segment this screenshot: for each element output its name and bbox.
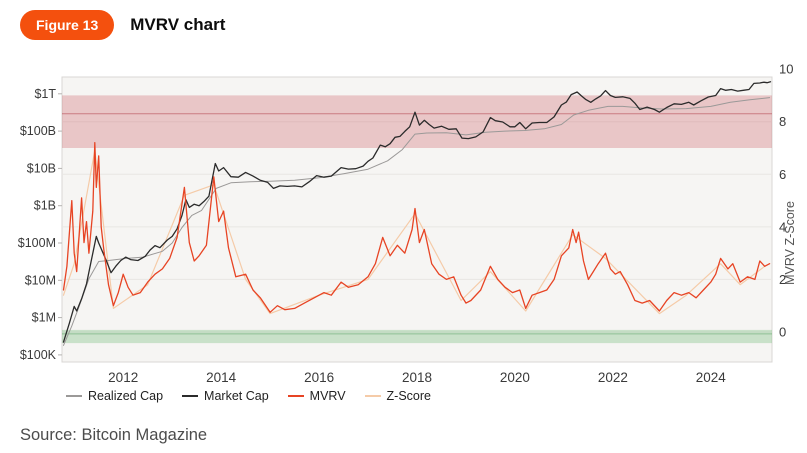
right-axis-tick-label: 6: [779, 167, 786, 182]
legend-label: Market Cap: [204, 389, 269, 403]
x-axis-tick-label: 2022: [598, 370, 628, 385]
left-axis-tick-label: $100M: [18, 236, 56, 250]
x-axis-tick-label: 2014: [206, 370, 237, 385]
right-axis-tick-label: 0: [779, 325, 786, 340]
right-axis-title: MVRV Z-Score: [783, 201, 797, 285]
legend-swatch: [287, 395, 304, 397]
figure-title: MVRV chart: [130, 15, 226, 34]
left-axis-tick-label: $100B: [20, 124, 56, 138]
left-axis-tick-label: $1B: [34, 199, 56, 213]
source-caption: Source: Bitcoin Magazine: [20, 426, 208, 444]
right-axis-tick-label: 4: [779, 219, 786, 234]
figure-header: Figure 13 MVRV chart: [20, 10, 225, 40]
left-axis-tick-label: $1M: [32, 311, 56, 325]
legend-label: MVRV: [309, 389, 346, 403]
legend-label: Z-Score: [386, 389, 431, 403]
left-axis-tick-label: $100K: [20, 348, 57, 362]
x-axis-tick-label: 2016: [304, 370, 334, 385]
left-axis-tick-label: $1T: [34, 87, 56, 101]
legend-item-z-score: Z-Score: [364, 389, 431, 403]
legend-item-market-cap: Market Cap: [182, 389, 269, 403]
right-axis-tick-label: 8: [779, 114, 786, 129]
legend-swatch: [182, 395, 199, 397]
x-axis-tick-label: 2024: [696, 370, 727, 385]
legend-item-realized-cap: Realized Cap: [66, 389, 163, 403]
x-axis-tick-label: 2020: [500, 370, 530, 385]
x-axis-tick-label: 2012: [108, 370, 138, 385]
legend-label: Realized Cap: [88, 389, 164, 403]
series-mvrv: [62, 142, 771, 313]
right-axis-tick-label: 2: [779, 272, 786, 287]
legend-item-mvrv: MVRV: [287, 389, 346, 403]
legend-swatch: [66, 395, 82, 397]
series-z-score: [62, 150, 766, 315]
chart-legend: Realized Cap Market Cap MVRV Z-Score: [66, 389, 431, 403]
legend-swatch: [364, 395, 381, 397]
overvalued-zone: [62, 95, 772, 148]
left-axis-tick-label: $10M: [25, 273, 56, 287]
undervalued-zone: [62, 329, 772, 344]
right-axis-tick-label: 10: [779, 62, 793, 77]
series-market-cap: [62, 81, 772, 343]
x-axis-tick-label: 2018: [402, 370, 432, 385]
left-axis-tick-label: $10B: [27, 161, 56, 175]
figure-badge: Figure 13: [20, 10, 115, 40]
